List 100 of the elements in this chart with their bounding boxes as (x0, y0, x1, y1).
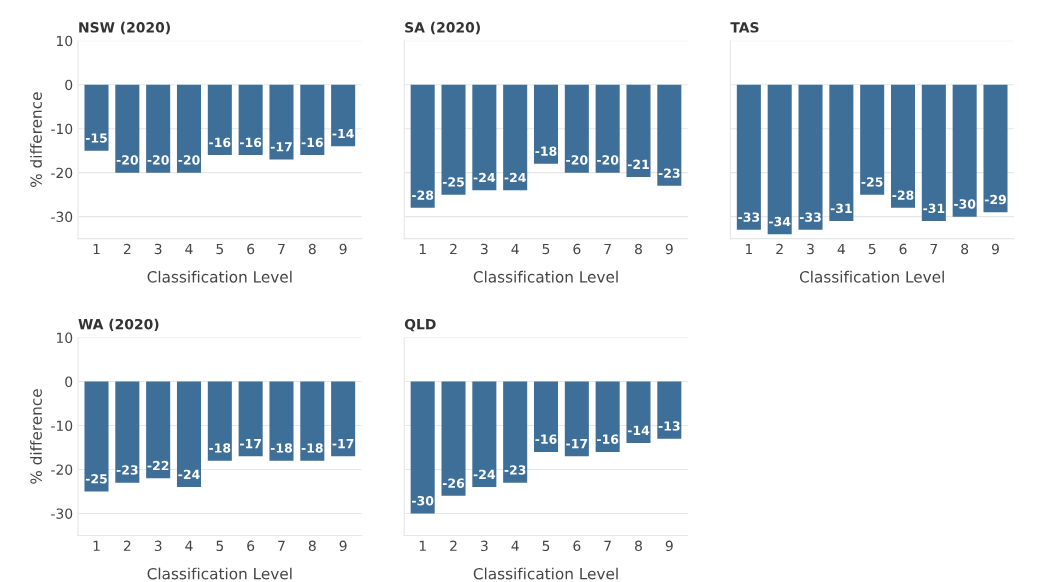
x-tick-label: 5 (542, 540, 550, 552)
x-tick-label: 9 (339, 540, 347, 552)
y-tick-label: 0 (65, 79, 73, 91)
x-axis-title: Classification Level (147, 567, 292, 580)
x-tick-label: 5 (542, 243, 550, 255)
data-label: -21 (627, 159, 649, 169)
x-tick-label: 8 (308, 243, 316, 255)
x-tick-label: 7 (278, 243, 285, 255)
data-label: -28 (412, 190, 434, 200)
data-label: -33 (799, 212, 821, 222)
data-label: -13 (658, 421, 680, 431)
data-label: -17 (566, 439, 588, 449)
data-label: -31 (923, 203, 945, 214)
data-label: -28 (892, 190, 914, 200)
x-tick-label: 9 (665, 540, 673, 552)
x-tick-label: 7 (278, 540, 285, 551)
x-tick-label: 6 (573, 243, 581, 255)
data-label: -16 (209, 137, 231, 148)
data-label: -16 (597, 434, 619, 444)
x-tick-label: 4 (837, 243, 845, 255)
x-tick-label: 1 (93, 243, 100, 255)
y-axis-title: % difference (30, 389, 42, 484)
data-label: -14 (332, 129, 354, 139)
chart-title: SA (2020) (405, 21, 480, 35)
x-tick-label: 4 (185, 243, 193, 255)
chart-title: QLD (404, 318, 436, 332)
y-tick-label: -20 (51, 464, 73, 475)
x-tick-label: 5 (216, 540, 224, 552)
y-tick-label: 10 (56, 35, 73, 47)
y-tick-label: -20 (51, 167, 73, 179)
x-tick-label: 7 (930, 243, 938, 255)
data-label: -16 (535, 434, 557, 444)
data-label: -18 (301, 443, 323, 453)
x-tick-label: 5 (216, 243, 224, 255)
x-tick-label: 3 (807, 243, 814, 255)
x-tick-label: 5 (868, 243, 876, 255)
x-axis-title: Classification Level (147, 270, 292, 283)
data-label: -20 (178, 155, 200, 165)
x-tick-label: 2 (776, 243, 783, 255)
x-axis-title: Classification Level (799, 270, 944, 283)
x-tick-label: 9 (665, 243, 673, 255)
data-label: -18 (535, 146, 557, 156)
data-label: -20 (147, 155, 169, 165)
data-label: -16 (240, 137, 262, 148)
x-tick-label: 6 (247, 243, 255, 255)
x-tick-label: 2 (123, 243, 131, 255)
data-label: -20 (597, 155, 619, 165)
y-tick-label: -10 (51, 420, 73, 431)
x-tick-label: 8 (635, 540, 642, 552)
x-tick-label: 6 (899, 243, 907, 255)
x-tick-label: 6 (573, 540, 581, 552)
y-tick-label: 10 (56, 332, 73, 344)
data-label: -20 (116, 155, 139, 165)
x-tick-label: 1 (419, 540, 426, 551)
x-tick-label: 7 (604, 540, 611, 551)
x-tick-label: 7 (604, 243, 611, 255)
data-label: -17 (240, 439, 261, 449)
x-tick-label: 6 (247, 540, 255, 552)
data-label: -33 (738, 212, 760, 222)
x-tick-label: 4 (511, 243, 519, 255)
data-label: -23 (504, 465, 526, 475)
x-tick-label: 8 (308, 540, 316, 552)
x-axis-title: Classification Level (473, 270, 618, 283)
x-tick-label: 4 (185, 540, 193, 551)
x-tick-label: 1 (93, 540, 100, 551)
x-tick-label: 9 (339, 243, 347, 255)
chart-title: WA (2020) (78, 318, 159, 332)
x-tick-label: 2 (123, 540, 131, 551)
data-label: -18 (209, 443, 231, 453)
x-axis-title: Classification Level (473, 567, 618, 580)
data-label: -29 (984, 194, 1006, 205)
x-tick-label: 3 (154, 540, 162, 552)
data-label: -14 (627, 425, 650, 435)
x-tick-label: 2 (450, 243, 457, 255)
data-label: -25 (85, 474, 107, 484)
data-label: -16 (301, 137, 323, 148)
data-label: -17 (332, 439, 354, 449)
x-tick-label: 1 (745, 243, 752, 255)
data-label: -30 (954, 199, 976, 209)
data-label: -31 (830, 203, 852, 214)
x-tick-label: 3 (480, 540, 488, 552)
data-label: -24 (504, 172, 526, 183)
x-tick-label: 3 (154, 243, 162, 255)
x-tick-label: 3 (480, 243, 488, 255)
x-tick-label: 2 (450, 540, 457, 551)
data-label: -15 (85, 133, 107, 143)
data-label: -34 (769, 216, 791, 227)
y-axis-title: % difference (30, 92, 42, 187)
x-tick-label: 9 (991, 243, 999, 255)
chart-title: TAS (730, 22, 759, 33)
y-tick-label: -30 (51, 211, 73, 223)
data-label: -20 (566, 155, 588, 165)
data-label: -18 (270, 443, 292, 453)
x-tick-label: 4 (511, 540, 519, 551)
y-tick-label: -10 (51, 123, 73, 135)
data-label: -26 (442, 478, 465, 488)
data-label: -24 (178, 469, 200, 479)
data-label: -17 (270, 142, 292, 152)
data-label: -25 (861, 177, 883, 187)
data-label: -24 (473, 469, 496, 479)
